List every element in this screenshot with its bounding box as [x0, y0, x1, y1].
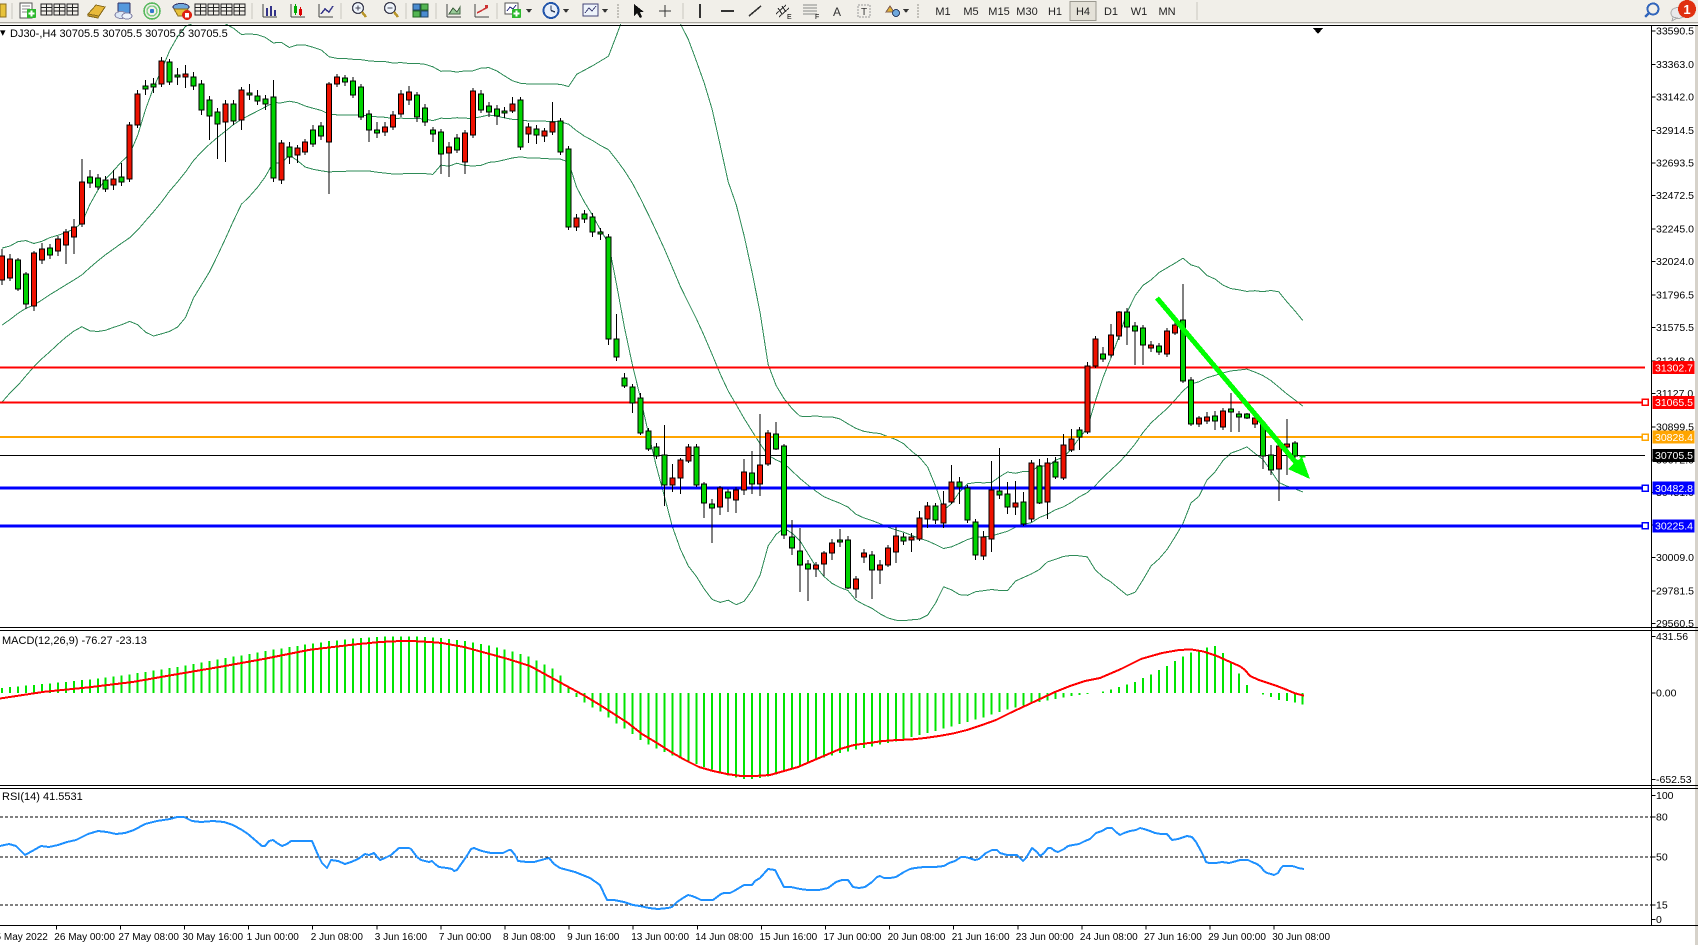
svg-text:30 May 16:00: 30 May 16:00	[183, 932, 244, 943]
svg-text:27 May 08:00: 27 May 08:00	[118, 932, 179, 943]
svg-text:M15: M15	[988, 6, 1009, 18]
svg-text:50: 50	[1656, 851, 1668, 863]
svg-text:T: T	[861, 7, 867, 18]
svg-text:31796.5: 31796.5	[1656, 289, 1694, 301]
svg-text:H4: H4	[1076, 6, 1090, 18]
svg-text:29781.5: 29781.5	[1656, 586, 1694, 598]
svg-text:30 Jun 08:00: 30 Jun 08:00	[1272, 932, 1330, 943]
svg-text:MN: MN	[1158, 6, 1175, 18]
svg-text:MACD(12,26,9) -76.27 -23.13: MACD(12,26,9) -76.27 -23.13	[2, 635, 147, 647]
svg-text:100: 100	[1656, 790, 1674, 802]
svg-text:17 Jun 00:00: 17 Jun 00:00	[824, 932, 882, 943]
svg-text:431.56: 431.56	[1656, 631, 1688, 643]
svg-text:13 Jun 00:00: 13 Jun 00:00	[631, 932, 689, 943]
svg-text:3 Jun 16:00: 3 Jun 16:00	[375, 932, 428, 943]
svg-text:1 Jun 00:00: 1 Jun 00:00	[247, 932, 300, 943]
svg-text:30225.4: 30225.4	[1655, 521, 1693, 533]
svg-text:32472.5: 32472.5	[1656, 190, 1694, 202]
svg-text:27 Jun 16:00: 27 Jun 16:00	[1144, 932, 1202, 943]
svg-text:30009.0: 30009.0	[1656, 552, 1694, 564]
svg-text:DJ30-,H4 30705.5 30705.5 3070: DJ30-,H4 30705.5 30705.5 30705.5 30705.5	[10, 28, 228, 40]
svg-text:0: 0	[1656, 914, 1662, 926]
svg-text:M5: M5	[963, 6, 978, 18]
svg-text:32914.5: 32914.5	[1656, 125, 1694, 137]
svg-text:25 May 2022: 25 May 2022	[0, 932, 48, 943]
svg-text:D1: D1	[1104, 6, 1118, 18]
svg-text:33590.5: 33590.5	[1656, 26, 1694, 38]
svg-text:2 Jun 08:00: 2 Jun 08:00	[311, 932, 364, 943]
svg-text:H1: H1	[1048, 6, 1062, 18]
svg-text:29 Jun 00:00: 29 Jun 00:00	[1208, 932, 1266, 943]
svg-text:15: 15	[1656, 900, 1668, 912]
svg-text:14 Jun 08:00: 14 Jun 08:00	[695, 932, 753, 943]
svg-text:30828.4: 30828.4	[1655, 432, 1693, 444]
svg-text:30899.5: 30899.5	[1656, 421, 1694, 433]
svg-text:30482.8: 30482.8	[1655, 483, 1693, 495]
svg-text:E: E	[787, 14, 792, 21]
svg-text:80: 80	[1656, 812, 1668, 824]
svg-text:29560.5: 29560.5	[1656, 618, 1694, 630]
svg-text:▾: ▾	[0, 27, 6, 39]
svg-text:21 Jun 16:00: 21 Jun 16:00	[952, 932, 1010, 943]
svg-text:33363.0: 33363.0	[1656, 59, 1694, 71]
svg-text:32693.5: 32693.5	[1656, 158, 1694, 170]
svg-text:M30: M30	[1016, 6, 1037, 18]
svg-text:-652.53: -652.53	[1656, 774, 1692, 786]
svg-text:0.00: 0.00	[1656, 688, 1677, 700]
svg-text:F: F	[815, 14, 819, 21]
svg-text:W1: W1	[1131, 6, 1148, 18]
svg-text:1: 1	[1683, 2, 1690, 17]
svg-text:33142.0: 33142.0	[1656, 92, 1694, 104]
svg-text:31065.5: 31065.5	[1655, 397, 1693, 409]
svg-text:9 Jun 16:00: 9 Jun 16:00	[567, 932, 620, 943]
svg-text:24 Jun 08:00: 24 Jun 08:00	[1080, 932, 1138, 943]
svg-text:7 Jun 00:00: 7 Jun 00:00	[439, 932, 492, 943]
svg-text:8 Jun 08:00: 8 Jun 08:00	[503, 932, 556, 943]
svg-text:30705.5: 30705.5	[1655, 450, 1693, 462]
svg-text:32245.0: 32245.0	[1656, 223, 1694, 235]
svg-text:23 Jun 00:00: 23 Jun 00:00	[1016, 932, 1074, 943]
svg-text:32024.0: 32024.0	[1656, 256, 1694, 268]
svg-text:A: A	[833, 5, 841, 19]
svg-text:31302.7: 31302.7	[1655, 362, 1693, 374]
svg-text:RSI(14) 41.5531: RSI(14) 41.5531	[2, 791, 83, 803]
svg-text:15 Jun 16:00: 15 Jun 16:00	[759, 932, 817, 943]
svg-text:M1: M1	[935, 6, 950, 18]
svg-text:26 May 00:00: 26 May 00:00	[54, 932, 115, 943]
svg-text:31575.5: 31575.5	[1656, 322, 1694, 334]
svg-text:20 Jun 08:00: 20 Jun 08:00	[888, 932, 946, 943]
